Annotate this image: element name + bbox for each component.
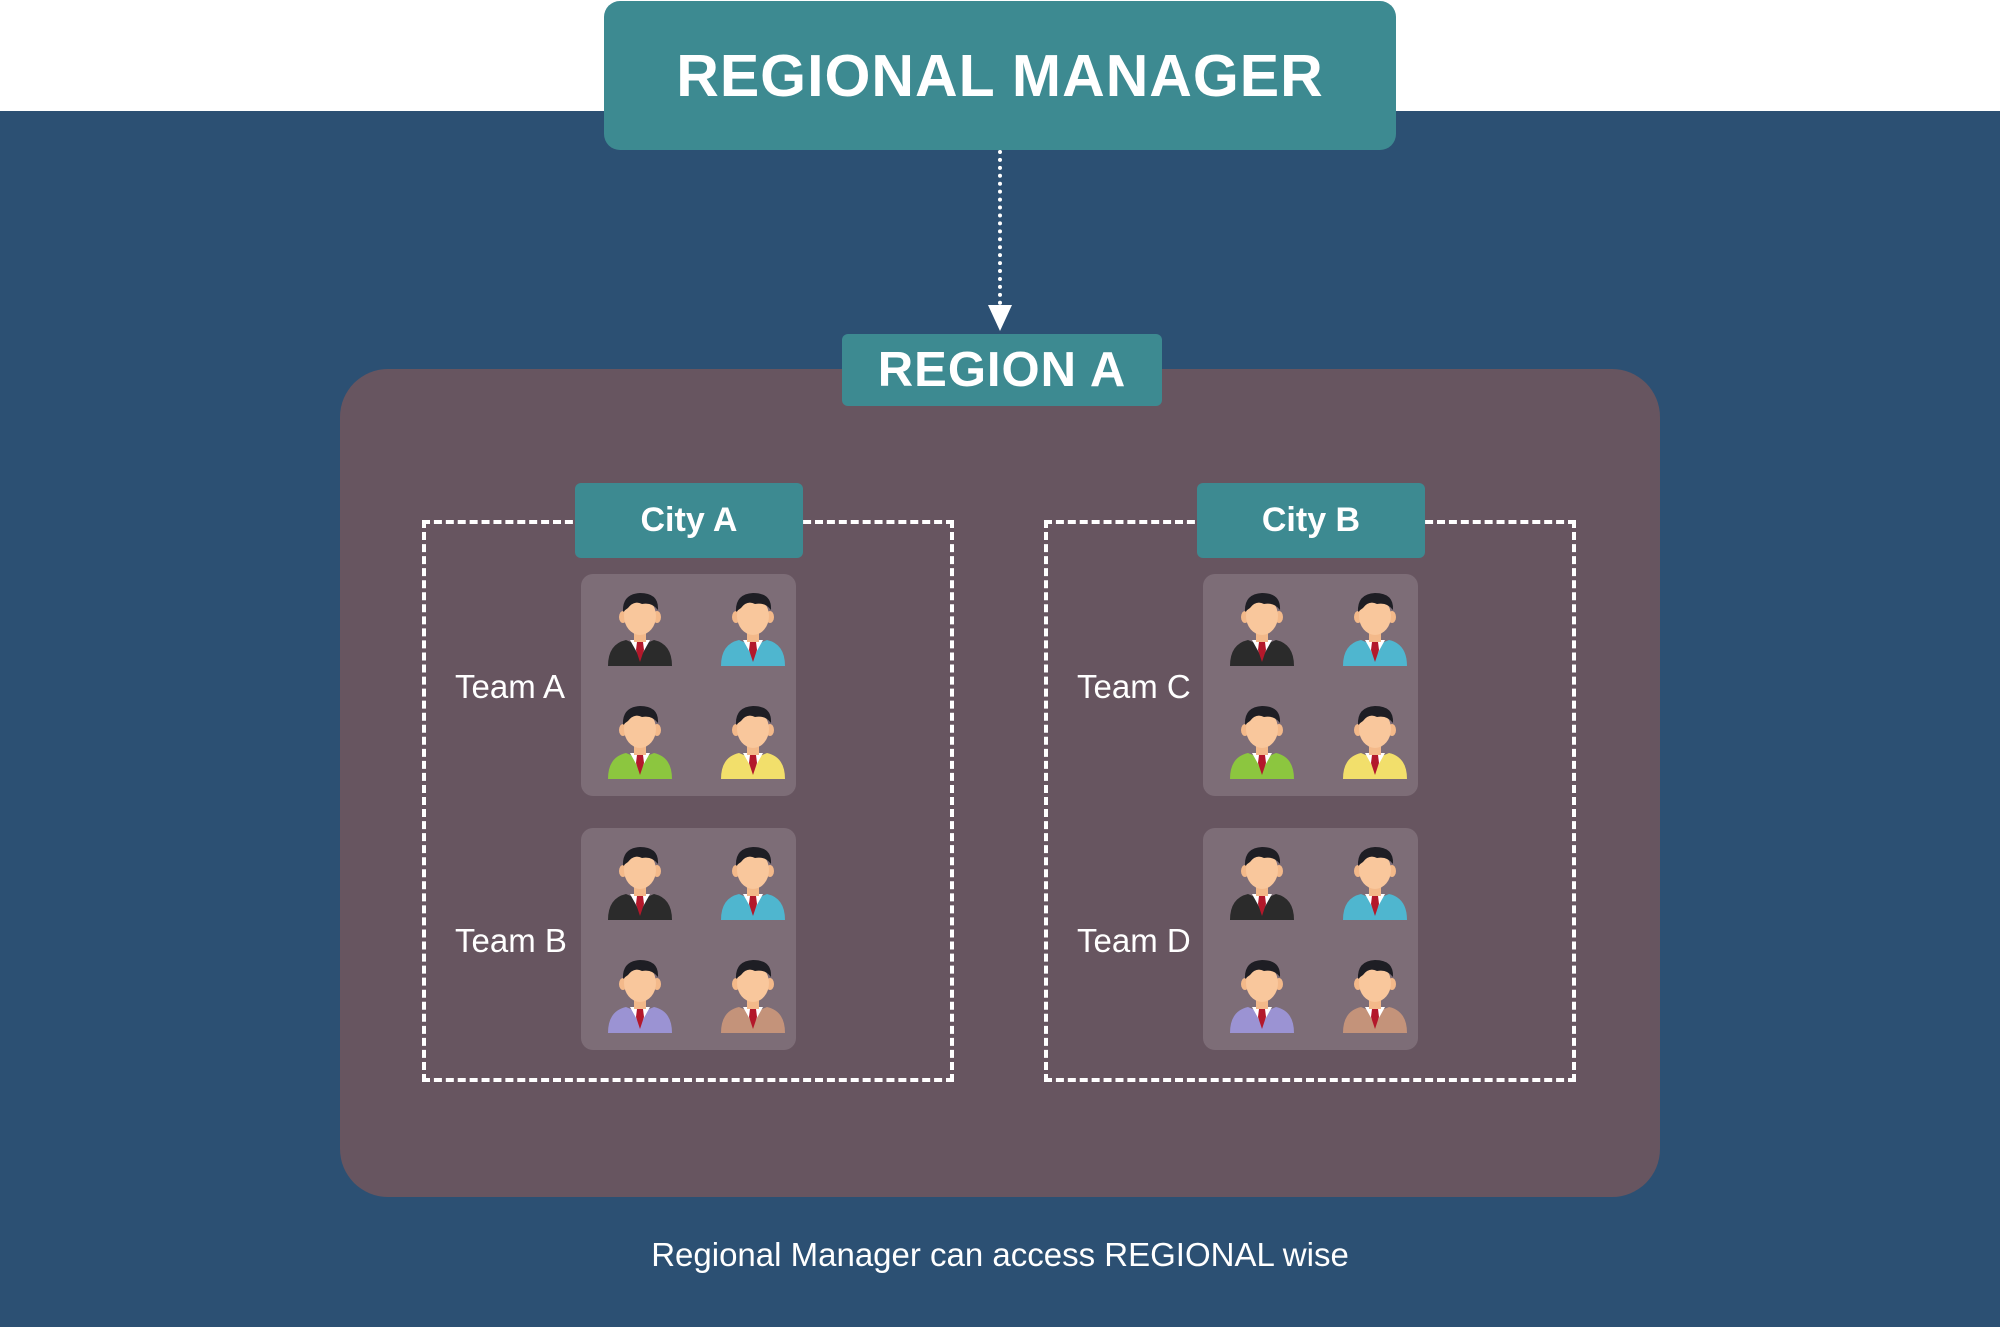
regional-manager-box: REGIONAL MANAGER xyxy=(604,1,1396,150)
person-avatar-icon xyxy=(604,957,676,1033)
team-c-box xyxy=(1203,574,1418,796)
person-avatar-icon xyxy=(604,844,676,920)
down-arrow-icon xyxy=(988,305,1012,331)
city-b-label: City B xyxy=(1261,501,1361,539)
person-avatar-icon xyxy=(717,703,789,779)
person-avatar-icon xyxy=(604,590,676,666)
region-panel xyxy=(340,369,1660,1197)
regional-manager-title: REGIONAL MANAGER xyxy=(676,42,1324,109)
team-a-label: Team A xyxy=(455,668,566,705)
person-avatar-icon xyxy=(1226,957,1298,1033)
dotted-connector xyxy=(998,150,1002,305)
person-avatar-icon xyxy=(717,590,789,666)
person-avatar-icon xyxy=(1226,844,1298,920)
footer-caption: Regional Manager can access REGIONAL wis… xyxy=(651,1236,1349,1273)
person-avatar-icon xyxy=(717,844,789,920)
team-b-label: Team B xyxy=(455,922,567,959)
city-a-label-box: City A xyxy=(575,483,803,558)
team-b-box xyxy=(581,828,796,1050)
person-avatar-icon xyxy=(1226,703,1298,779)
person-avatar-icon xyxy=(1339,703,1411,779)
region-label: REGION A xyxy=(877,343,1127,397)
city-a-label: City A xyxy=(640,501,738,539)
person-avatar-icon xyxy=(717,957,789,1033)
person-avatar-icon xyxy=(1339,590,1411,666)
city-b-label-box: City B xyxy=(1197,483,1425,558)
person-avatar-icon xyxy=(1339,957,1411,1033)
person-avatar-icon xyxy=(604,703,676,779)
team-c-label: Team C xyxy=(1077,668,1191,705)
team-d-box xyxy=(1203,828,1418,1050)
team-a-box xyxy=(581,574,796,796)
person-avatar-icon xyxy=(1226,590,1298,666)
region-label-box: REGION A xyxy=(842,334,1162,406)
person-avatar-icon xyxy=(1339,844,1411,920)
team-d-label: Team D xyxy=(1077,922,1191,959)
